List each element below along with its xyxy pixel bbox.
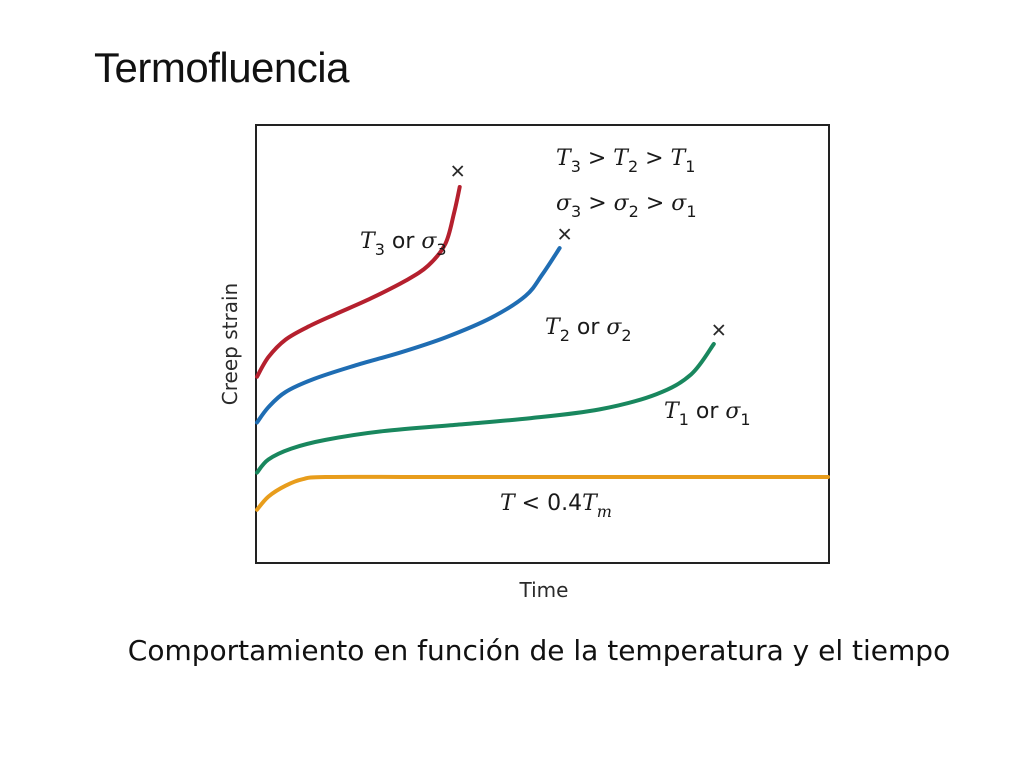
series-line-t-below-04tm [255,474,830,512]
series-group [255,165,830,512]
rupture-marker-t1-sigma1 [713,324,725,336]
slide-caption: Comportamiento en función de la temperat… [127,634,951,667]
rupture-marker-t3-sigma3 [452,165,464,177]
labels-group: T3​ or σ3​ T2​ or σ2​ T1​ or σ1​ T < 0.4Tm​… [360,146,751,521]
x-axis-label: Time [519,578,569,602]
annotation-stress-order: σ3​ > σ2​ > σ1​ [556,191,697,221]
rupture-marker-t2-sigma2 [558,228,571,240]
y-axis-label: Creep strain [218,283,242,405]
series-label-t1-sigma1: T1​ or σ1​ [664,399,751,429]
series-line-t3-sigma3 [255,185,462,379]
series-line-t2-sigma2 [255,246,562,425]
series-label-t2-sigma2: T2​ or σ2​ [545,315,632,345]
series-line-t1-sigma1 [255,342,716,475]
slide-title: Termofluencia [94,44,349,91]
series-label-t-below-04tm: T < 0.4Tm​ [500,491,612,521]
series-label-t3-sigma3: T3​ or σ3​ [360,229,447,259]
annotation-temperature-order: T3​ > T2​ > T1​ [556,146,695,176]
plot-frame [255,124,830,564]
